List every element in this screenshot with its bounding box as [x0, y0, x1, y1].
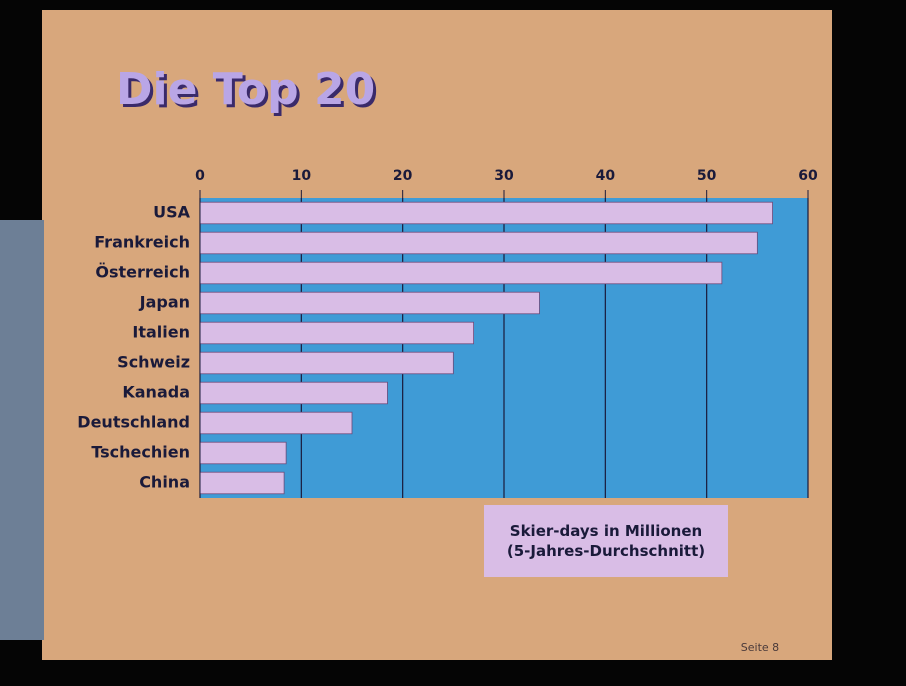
title-shadow: Die Top 20: [119, 67, 378, 118]
x-tick-label: 0: [195, 168, 205, 184]
y-tick-label: Japan: [139, 293, 190, 312]
bar: [199, 321, 475, 345]
photo-edge: [0, 220, 44, 640]
y-tick-label: Österreich: [95, 263, 190, 282]
bar: [199, 381, 388, 405]
bar: [199, 411, 353, 435]
bar: [199, 351, 454, 375]
y-tick-label: China: [139, 473, 190, 492]
x-tick-label: 60: [798, 168, 818, 184]
x-tick-label: 50: [697, 168, 717, 184]
y-tick-label: Frankreich: [94, 233, 190, 252]
bar: [199, 201, 773, 225]
x-tick-label: 30: [494, 168, 514, 184]
bar: [199, 291, 540, 315]
footer: Seite 8: [741, 641, 779, 654]
y-tick-label: Tschechien: [91, 443, 190, 462]
x-tick-label: 10: [292, 168, 312, 184]
bar: [199, 261, 723, 285]
y-tick-label: Deutschland: [77, 413, 190, 432]
y-tick-label: USA: [153, 203, 191, 222]
bar: [199, 471, 285, 495]
y-tick-label: Kanada: [122, 383, 190, 402]
bar: [199, 441, 287, 465]
x-tick-label: 20: [393, 168, 413, 184]
x-tick-label: 40: [596, 168, 616, 184]
y-tick-label: Italien: [132, 323, 190, 342]
bar: [199, 231, 758, 255]
axis-label: Skier-days in Millionen (5-Jahres-Durchs…: [484, 505, 728, 577]
y-tick-label: Schweiz: [117, 353, 190, 372]
chart-title: Die Top 20: [116, 64, 375, 115]
